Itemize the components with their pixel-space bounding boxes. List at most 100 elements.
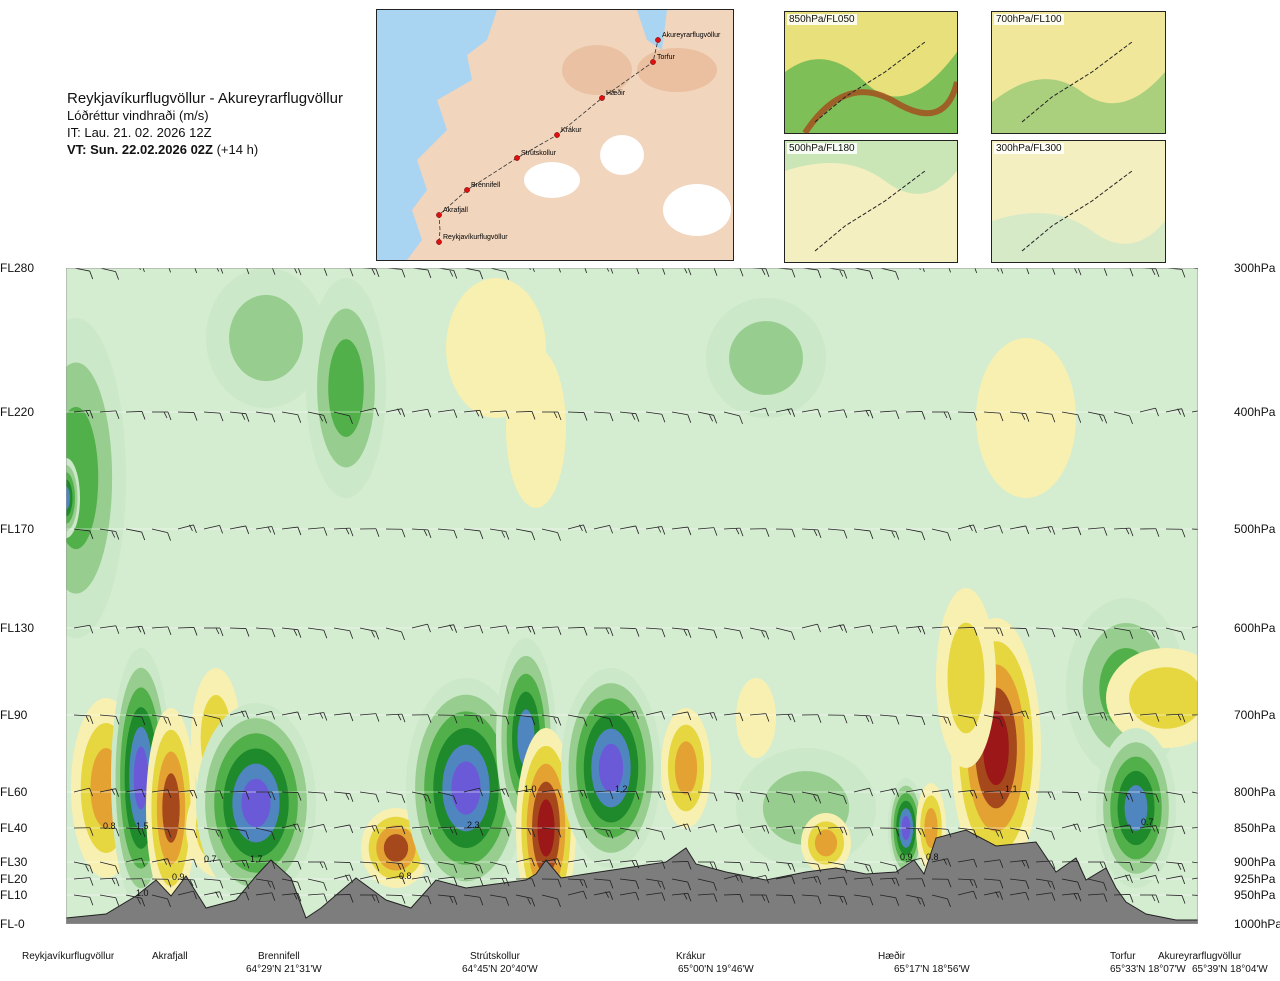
wind-barb [515,894,536,907]
wind-barb [723,874,743,883]
wind-barb [853,528,874,540]
wind-barb [1035,860,1056,870]
wind-barb [749,528,770,537]
wind-barb [385,713,406,723]
cross-section-plot: 0.8 1.5 1.0 0.9 0.7 1.7 0.8 2.3 1.0 1.2 0.9 0.8 1.1 0… [66,268,1198,924]
wind-barb [151,626,172,636]
wind-barb [73,714,94,724]
wind-barb [203,714,223,727]
wind-barb [1113,861,1134,871]
wind-barb [437,861,458,873]
wind-barb [1165,627,1185,641]
wind-barb [489,528,510,540]
wind-barb [489,827,510,837]
wind-barb [1035,711,1055,720]
wind-barb [619,891,640,901]
location-name: Reykjavíkurflugvöllur [22,951,115,962]
wind-barb [1009,791,1030,800]
wind-barb [515,857,535,867]
wind-barb [359,861,380,872]
pressure-tick-label: 1000hPa [1234,917,1280,931]
wind-barb [281,411,302,423]
wind-barb [1036,791,1056,801]
pressure-tick-label: 400hPa [1234,405,1276,419]
wind-barb [1036,268,1056,275]
contour-region [947,622,985,734]
wind-barb [125,878,146,887]
wind-barb [1139,875,1159,884]
wind-barb [255,526,276,535]
wind-barb [229,891,250,901]
wind-barb [619,710,639,719]
wind-barb [385,825,406,835]
wind-barb [801,408,822,418]
minimap-700-svg [992,12,1165,133]
wind-barb [879,894,900,906]
wind-barb [697,411,718,424]
wind-barb [515,714,536,726]
wind-barb [827,861,848,873]
wind-barb [307,878,327,891]
wind-barb [775,528,796,538]
contour-region [729,321,803,395]
fl-tick-label: FL130 [0,621,35,635]
wind-barb [723,712,744,722]
wind-barb [437,624,458,633]
wind-barb [256,268,276,275]
wind-barb [646,268,666,275]
wind-barb [99,877,120,887]
wind-barb [723,824,744,834]
wind-barb [541,714,562,726]
wind-barb [853,268,874,280]
wind-barb [1113,791,1134,802]
wind-barb [879,714,900,725]
map-place-label: Brennifell [471,182,501,189]
wind-barb [1009,525,1030,535]
wind-barb [593,790,614,800]
wind-barb [1035,878,1056,890]
wind-barb [1113,894,1134,903]
wind-barb [333,874,353,883]
wind-barb [229,859,250,869]
wind-barb [931,878,952,888]
wind-barb [1035,627,1056,638]
title-block: Reykjavíkurflugvöllur - Akureyrarflugvöl… [67,90,343,158]
wind-barb [645,627,666,638]
wind-barb [619,525,640,535]
wind-barb [152,411,172,421]
wind-barb [177,524,197,533]
wind-barb [931,827,952,838]
wind-barb [749,861,770,872]
wind-barb [73,827,94,836]
route-title: Reykjavíkurflugvöllur - Akureyrarflugvöl… [67,90,343,107]
wind-barb [671,861,692,870]
wind-barb [437,791,457,805]
wind-barb [1010,268,1030,275]
sea-area [377,10,497,260]
wind-barb [1009,411,1030,422]
wind-barb [801,876,822,885]
value-label: 1.2 [615,784,628,794]
wind-barb [905,878,926,887]
wind-barb [853,714,874,724]
wind-barb [801,714,822,723]
wind-barb [698,861,718,871]
wind-barb [307,527,328,536]
wind-barb [697,527,718,536]
pressure-tick-label: 700hPa [1234,708,1276,722]
wind-barb [879,827,900,837]
wind-barb [73,787,93,797]
wind-barb [594,627,614,637]
contour-region [229,294,303,382]
wind-barb [957,627,978,636]
contour-region [976,338,1076,498]
wind-barb [204,627,224,637]
wind-barb [905,857,925,867]
wind-barb [359,407,379,417]
wind-barb [1165,875,1186,885]
wind-barb [411,714,432,723]
wind-barb [126,268,145,272]
wind-barb [99,268,119,280]
wind-barb [151,714,172,726]
wind-barb [827,528,848,539]
